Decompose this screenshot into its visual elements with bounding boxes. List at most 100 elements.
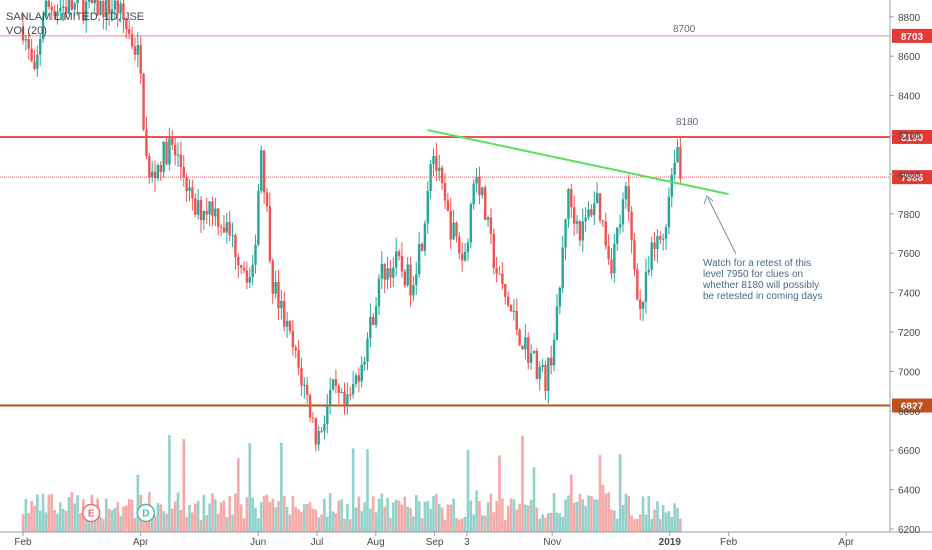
candle-body (268, 206, 272, 261)
arrow-shaft (707, 197, 737, 255)
candle-body (552, 339, 556, 366)
volume-bar (633, 519, 636, 532)
trendline[interactable] (427, 129, 729, 196)
volume-bar (592, 499, 596, 532)
candle-body (593, 203, 596, 216)
x-tick-label: Apr (133, 537, 149, 548)
volume-bar (547, 513, 550, 532)
candle-body (349, 394, 352, 396)
candle-body (426, 191, 429, 224)
candle-body (486, 217, 490, 220)
volume-bar (572, 502, 576, 532)
volume-bar (340, 499, 343, 532)
candle-body (248, 277, 251, 283)
candle-body (185, 176, 188, 192)
volume-bar (348, 519, 352, 532)
candle-body (343, 392, 346, 406)
volume-bar (142, 517, 145, 532)
time-axis[interactable]: Feb Apr Jun Jul Aug Sep 3 Nov 2019 Feb Apr (14, 532, 855, 548)
candle-body (305, 384, 309, 395)
candle-body (70, 0, 74, 10)
volume-bar (458, 519, 461, 532)
candle-body (598, 193, 602, 221)
volume-bar (621, 505, 625, 532)
candle-body (501, 273, 504, 285)
candle-body (633, 240, 636, 270)
horizontal-levels[interactable]: 8703 8190 7986 6827 (0, 28, 932, 413)
volume-bar (36, 494, 39, 532)
candle-body (208, 201, 211, 215)
volume-bar (70, 492, 74, 532)
volume-bar (41, 493, 45, 532)
price-label-7986: 7986 (901, 173, 924, 184)
volume-bar (650, 518, 653, 532)
candle-body (394, 251, 398, 268)
volume-bar (208, 503, 211, 532)
candle-body (624, 186, 628, 200)
volume-bar (498, 455, 501, 532)
candle-body (228, 222, 231, 236)
candle-body (219, 226, 223, 228)
candle-body (538, 367, 541, 379)
price-label-bg-8190 (892, 129, 932, 144)
volume-bar (363, 502, 366, 532)
volume-bar (99, 516, 102, 532)
candle-body (211, 201, 214, 217)
candle-body (354, 375, 358, 385)
volume-bar (420, 518, 424, 532)
candle-body (673, 162, 676, 175)
candle-body (328, 389, 332, 407)
volume-bar (618, 453, 622, 532)
y-tick-label: 6600 (898, 446, 921, 457)
volume-bar (222, 500, 226, 532)
volume-bar (188, 504, 191, 532)
x-tick-label: Feb (720, 537, 738, 548)
candle-body (145, 129, 148, 157)
volume-bar (61, 508, 65, 532)
candle-body (148, 156, 151, 178)
volume-bar (383, 506, 387, 532)
volume-bar (44, 512, 48, 532)
candle-body (340, 392, 343, 394)
candle-body (271, 260, 274, 294)
x-tick-label: Aug (367, 537, 385, 548)
volume-bar (443, 519, 447, 532)
volume-bar (156, 503, 160, 532)
volume-bar (133, 517, 137, 532)
volume-bar (84, 513, 88, 532)
candle-body (492, 233, 495, 268)
candle-body (417, 243, 421, 275)
volume-bar (489, 493, 493, 532)
y-tick-label: 6200 (898, 525, 921, 536)
candle-body (452, 222, 455, 240)
x-tick-label: Apr (838, 537, 854, 548)
candle-body (245, 270, 249, 283)
volume-bar (601, 484, 605, 532)
candle-body (360, 364, 363, 382)
candle-body (664, 227, 668, 239)
volume-bar (509, 498, 513, 532)
candle-body (369, 316, 372, 339)
candle-body (90, 0, 94, 4)
volume-bar (478, 500, 481, 532)
x-tick-label: 2019 (659, 537, 682, 548)
volume-bar (251, 497, 254, 532)
volume-bar (440, 507, 444, 532)
candle-body (39, 38, 42, 55)
x-tick-label: Jun (250, 537, 266, 548)
candle-body (254, 244, 257, 265)
volume-bar (357, 496, 361, 532)
volume-bar (472, 514, 475, 532)
volume-bar (354, 507, 358, 532)
volume-bar (104, 498, 108, 532)
volume-bar (371, 496, 375, 532)
candle-body (498, 273, 501, 275)
candle-body (331, 379, 335, 390)
price-axis[interactable]: 6200 6400 6600 6800 7000 7200 7400 7600 7800 8000… (890, 13, 921, 536)
volume-bar (630, 515, 633, 532)
candle-body (294, 347, 297, 351)
candle-body (377, 278, 381, 307)
volume-bar (24, 498, 28, 532)
